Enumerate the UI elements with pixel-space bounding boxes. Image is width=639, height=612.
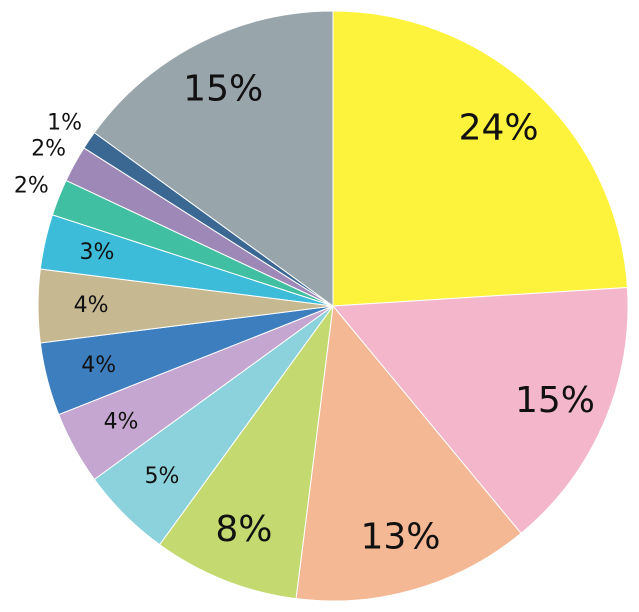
pie-slice [93,10,334,307]
slice-label: 4% [74,293,109,318]
pie-slice [295,304,522,602]
slice-label: 13% [360,516,440,557]
pie-slice [158,305,334,600]
slice-label: 24% [459,108,539,149]
pie-slice [331,286,629,535]
slice-label: 15% [515,380,595,421]
slice-label: 3% [79,240,114,265]
slice-label: 5% [144,464,179,489]
slice-label: 1% [47,111,82,136]
slice-label: 2% [31,137,66,162]
slice-label: 15% [183,68,263,109]
slice-label: 2% [14,174,49,199]
slice-label: 8% [215,509,272,550]
slice-label: 4% [104,410,139,435]
slice-label: 4% [81,353,116,378]
pie-slice [332,10,628,307]
